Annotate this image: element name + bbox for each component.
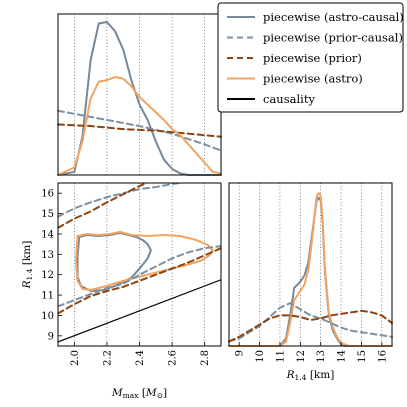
series-piecewise-prior xyxy=(228,309,393,343)
xtick-label: 13 xyxy=(316,350,327,363)
xtick-label: 10 xyxy=(255,350,266,363)
xtick-label: 12 xyxy=(296,350,307,363)
series-piecewise-prior xyxy=(57,123,222,138)
series-causality xyxy=(58,279,221,343)
series-piecewise-astro xyxy=(57,76,222,176)
xtick-label: 15 xyxy=(357,350,368,363)
ytick-label: 11 xyxy=(41,291,54,302)
ytick-label: 15 xyxy=(41,209,54,220)
legend-box xyxy=(217,2,404,113)
ytick-label: 14 xyxy=(41,229,54,240)
legend-label-piecewise-prior-causal: piecewise (prior-causal) xyxy=(263,31,403,45)
series-piecewise-astro xyxy=(74,230,214,291)
panel-bottom-left-joint: 9 10 11 12 13 14 15 16 2.0 2.2 2.4 2.6 2.8 Mmax [M⊙] R… xyxy=(21,182,222,400)
legend: piecewise (astro-causal) piecewise (prior… xyxy=(217,2,404,113)
ytick-label: 12 xyxy=(41,270,54,281)
xtick-label: 2.4 xyxy=(135,350,146,366)
xtick-label: 2.0 xyxy=(70,350,81,366)
xtick-label: 14 xyxy=(337,350,348,363)
joint-series xyxy=(58,183,221,343)
series-piecewise-astro-causal xyxy=(76,231,152,292)
panel-bottom-right-r14-marginal: 9 10 11 12 13 14 15 16 R1.4 [km] xyxy=(228,182,393,382)
ytick-label: 13 xyxy=(41,250,54,261)
xaxis-label-mmax: Mmax [M⊙] xyxy=(111,387,167,400)
series-piecewise-astro-causal xyxy=(228,196,393,347)
xtick-label: 9 xyxy=(235,350,246,356)
xtick-label: 2.6 xyxy=(168,350,179,366)
yaxis-label-r14: R1.4 [km] xyxy=(21,241,34,290)
series-piecewise-prior-causal xyxy=(57,109,222,152)
series-piecewise-prior-causal xyxy=(228,302,393,343)
xtick-label: 2.2 xyxy=(102,350,113,366)
series-piecewise-astro xyxy=(228,192,393,347)
legend-label-piecewise-astro-causal: piecewise (astro-causal) xyxy=(263,10,404,24)
xaxis-label-r14: R1.4 [km] xyxy=(286,369,335,382)
panel-top-left-mmax-marginal xyxy=(57,13,222,176)
ytick-label: 16 xyxy=(41,189,54,200)
legend-label-piecewise-astro: piecewise (astro) xyxy=(263,72,363,86)
legend-label-piecewise-prior: piecewise (prior) xyxy=(263,51,362,65)
xtick-label: 16 xyxy=(377,350,388,363)
xtick-label: 2.8 xyxy=(200,350,211,366)
axes-frame xyxy=(228,182,393,347)
ytick-label: 9 xyxy=(48,331,54,342)
xtick-label: 11 xyxy=(275,350,286,363)
ytick-label: 10 xyxy=(41,311,54,322)
series-piecewise-prior xyxy=(58,183,221,315)
legend-label-causality: causality xyxy=(263,92,315,106)
